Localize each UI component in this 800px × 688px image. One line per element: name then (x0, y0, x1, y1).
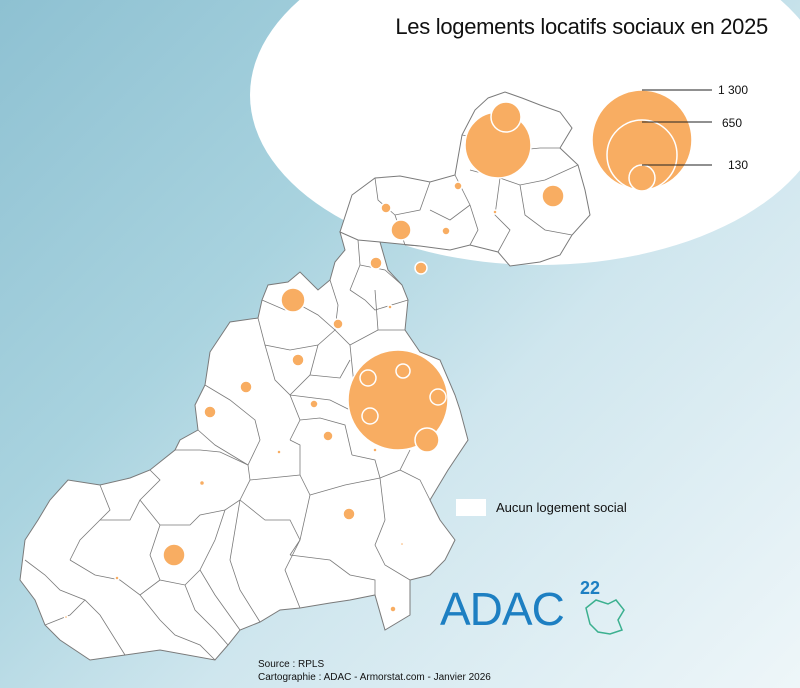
logo-text: ADAC (440, 583, 565, 635)
logo-number: 22 (580, 578, 601, 598)
symbol-sb-3 (429, 388, 447, 406)
symbol-22 (399, 541, 405, 547)
symbol-18 (198, 479, 206, 487)
credits-block: Source : RPLS Cartographie : ADAC - Armo… (258, 658, 491, 684)
symbol-15 (322, 430, 334, 442)
size-legend (591, 89, 712, 192)
symbol-2 (380, 202, 392, 214)
symbol-3 (390, 219, 412, 241)
no-data-label: Aucun logement social (496, 500, 627, 515)
symbol-sb-5 (414, 427, 440, 453)
map-title: Les logements locatifs sociaux en 2025 (395, 14, 768, 39)
legend-label-medium: 650 (722, 116, 743, 130)
symbol-9 (332, 318, 344, 330)
symbol-sb-2 (395, 363, 411, 379)
logo-map-shape-icon (585, 599, 625, 635)
symbol-20 (162, 543, 186, 567)
symbol-8 (280, 287, 306, 313)
symbol-14 (309, 399, 319, 409)
symbol-21 (114, 575, 120, 581)
symbol-7 (414, 261, 428, 275)
symbol-11 (291, 353, 305, 367)
legend-label-small: 130 (728, 158, 749, 172)
symbol-16 (372, 447, 378, 453)
symbol-sb-4 (361, 407, 379, 425)
source-line: Source : RPLS (258, 659, 325, 670)
symbol-layer (63, 101, 565, 620)
adac-logo: ADAC 22 (440, 578, 640, 638)
symbol-24 (63, 614, 69, 620)
symbol-19 (342, 507, 356, 521)
symbol-sb-1 (359, 369, 377, 387)
symbol-6 (369, 256, 383, 270)
symbol-17 (276, 449, 282, 455)
symbol-13 (203, 405, 217, 419)
symbol-10 (387, 304, 393, 310)
symbol-1 (453, 181, 463, 191)
symbol-nord-est (541, 184, 565, 208)
symbol-12 (239, 380, 253, 394)
symbol-perros (490, 101, 522, 133)
symbol-4 (441, 226, 451, 236)
legend-circle-small (628, 164, 656, 192)
no-data-swatch (456, 499, 486, 516)
symbol-23 (389, 605, 397, 613)
symbol-5 (492, 209, 498, 215)
legend-label-large: 1 300 (718, 83, 749, 97)
credits-line: Cartographie : ADAC - Armorstat.com - Ja… (258, 672, 491, 683)
